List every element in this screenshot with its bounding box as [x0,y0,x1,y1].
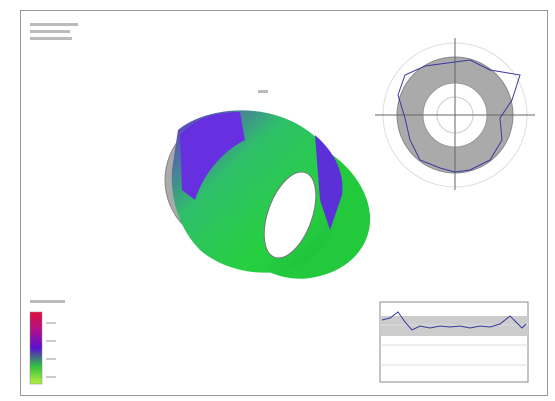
info-text [30,23,78,40]
pipe-defect [315,135,343,230]
pipe-opening [263,171,317,259]
pipe-defect [180,112,245,200]
orientation-label [258,90,268,93]
polar-trace [397,59,521,173]
pipe-3d-view [164,90,371,279]
legend-bar [29,311,43,385]
chart-frame [379,301,529,383]
legend-title [30,300,65,303]
chart-line [381,311,527,331]
profile-chart [379,301,529,383]
polar-plot [375,38,535,190]
chart-band [380,316,528,336]
color-legend [29,300,65,385]
